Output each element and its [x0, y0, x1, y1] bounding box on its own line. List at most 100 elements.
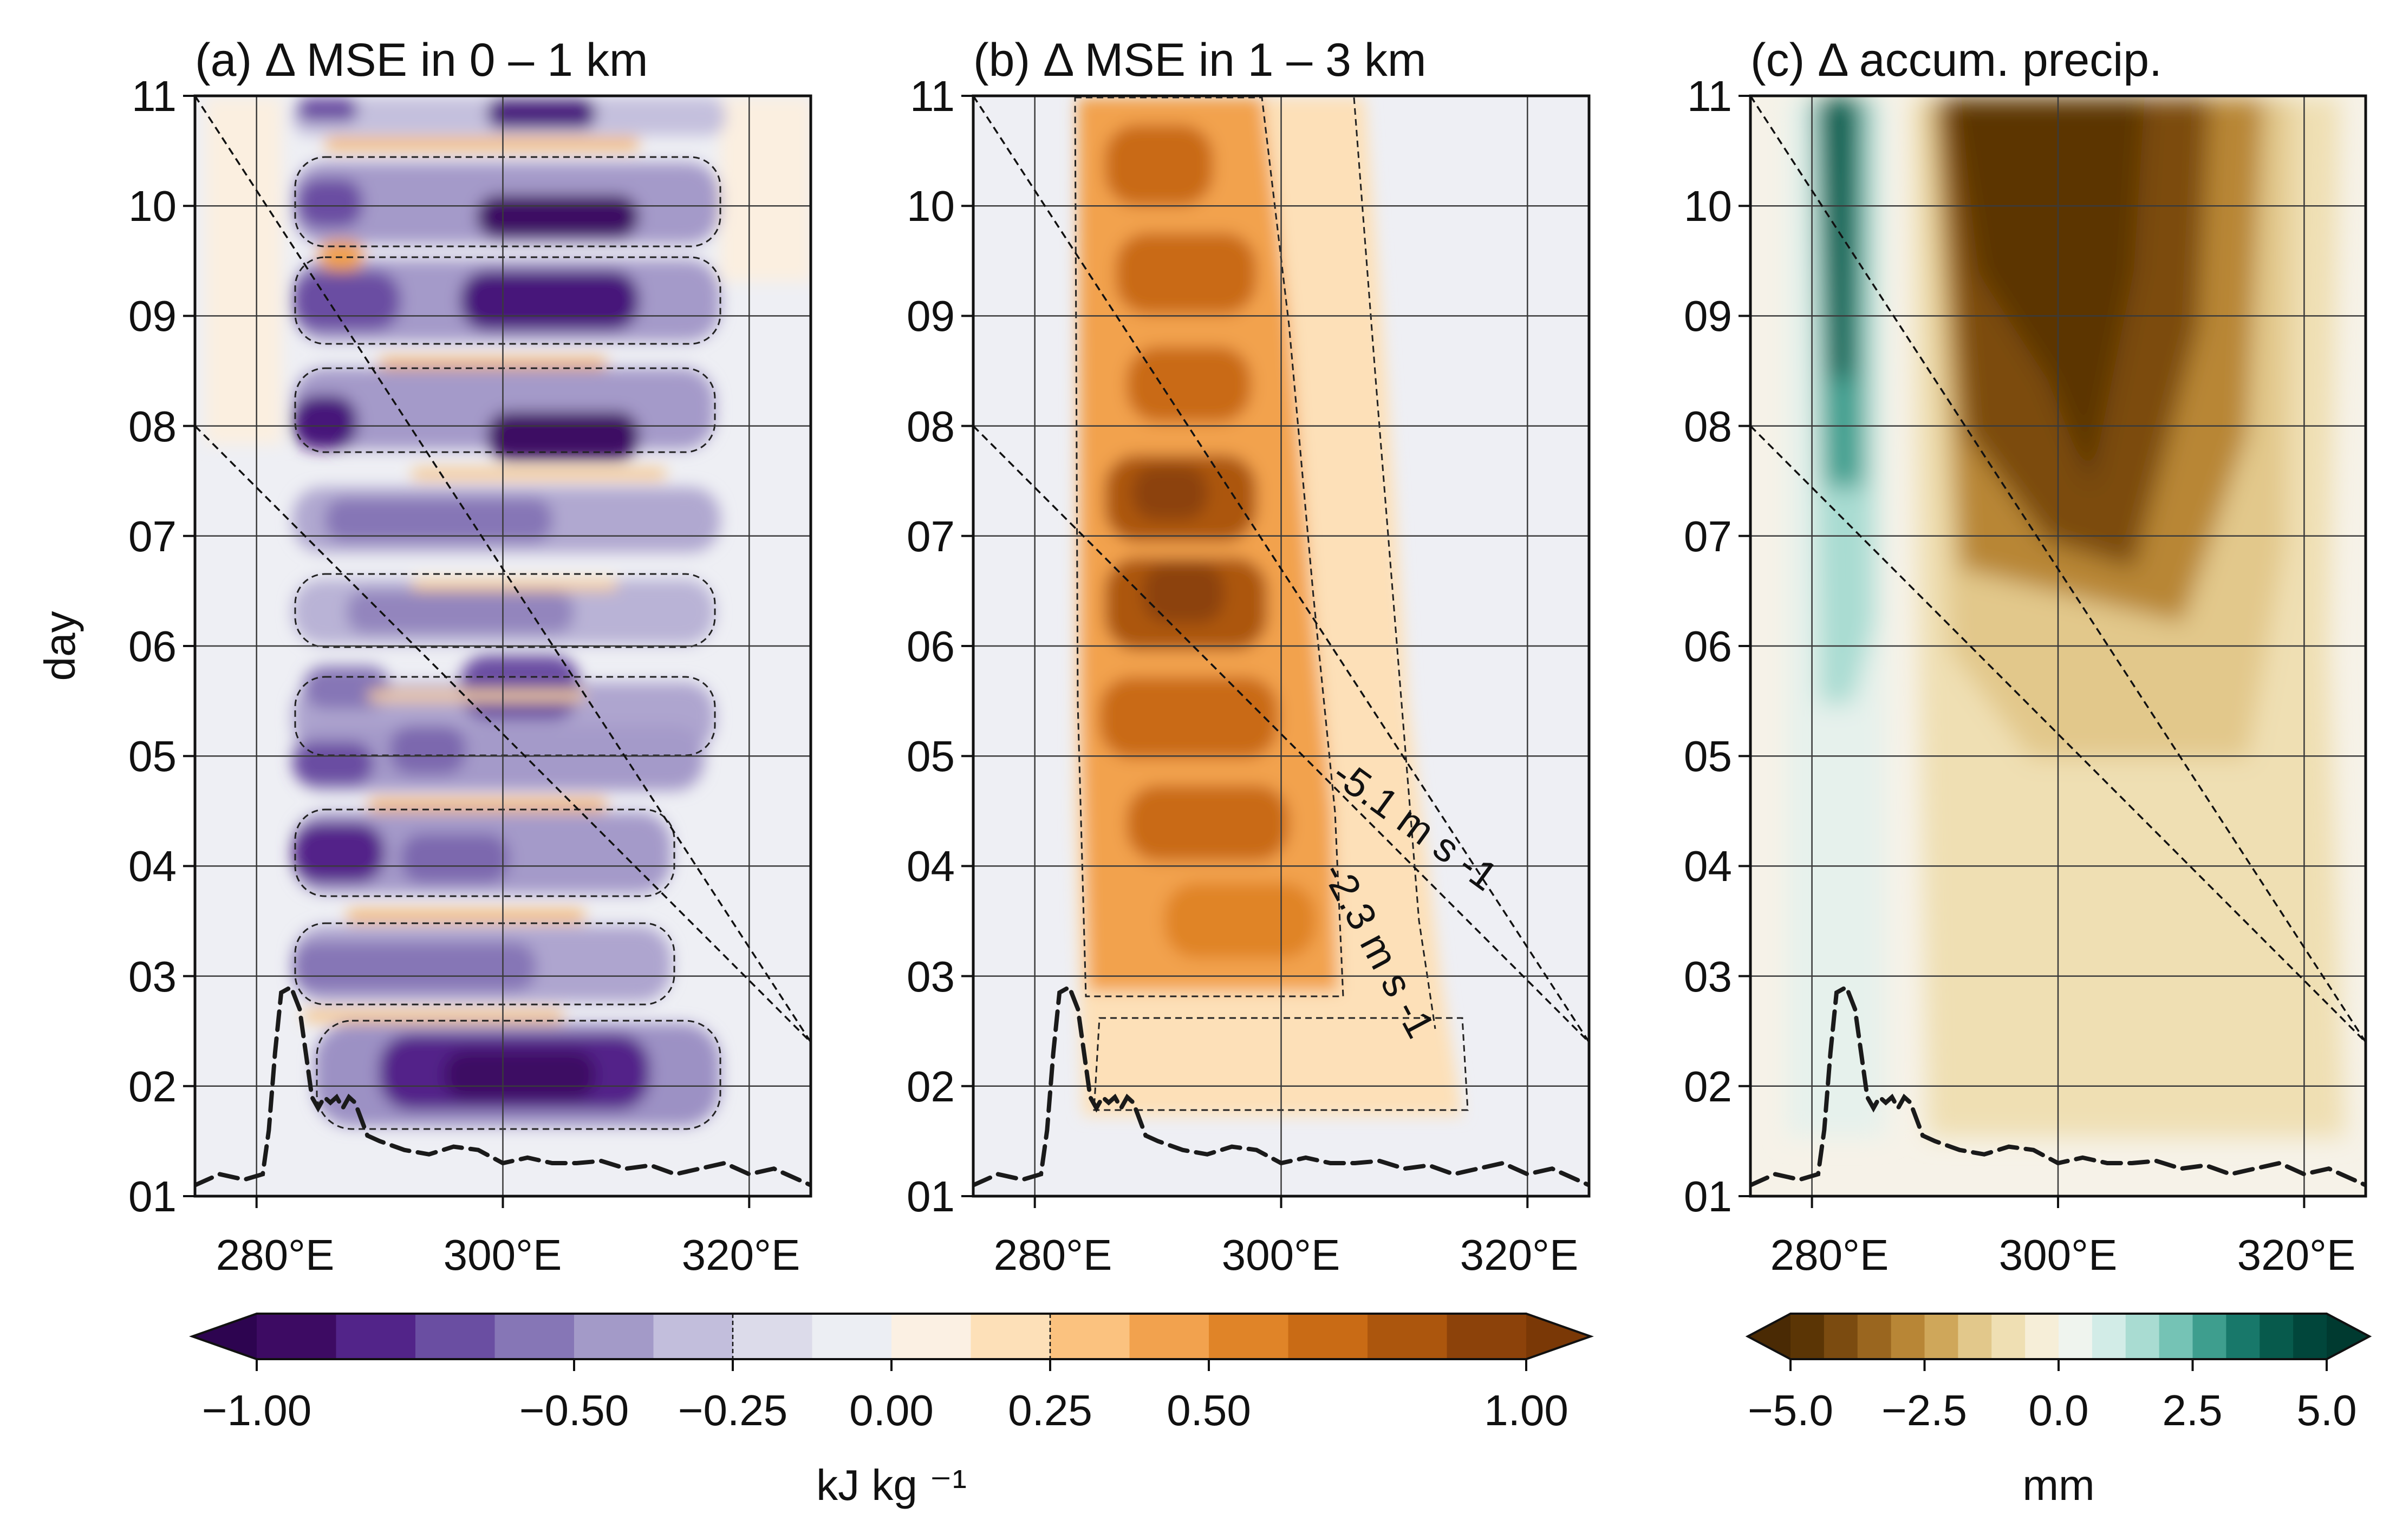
panel-c-negative-region [1950, 97, 2145, 487]
precip-colorbar-tick-label: −2.5 [1881, 1386, 1967, 1434]
panel-c-y-tick-label: 10 [1684, 182, 1732, 230]
panel-c-positive-region [1822, 97, 1855, 379]
mse-colorbar-tick-label: 1.00 [1484, 1386, 1568, 1434]
panel-a-band [292, 97, 726, 135]
mse-colorbar-over-arrow [1526, 1314, 1591, 1359]
panel-a-field-patch [206, 97, 282, 444]
panel-a-band-core [303, 666, 390, 709]
panel-b-ticks [961, 95, 1529, 1208]
cb-mse-cell [1447, 1314, 1527, 1359]
mse-colorbar-tick-label: 0.25 [1008, 1386, 1092, 1434]
mse-colorbar-tick-labels: −1.00 −0.50 −0.25 0.00 0.25 0.50 1.00 [202, 1386, 1568, 1434]
panel-a-band-core [487, 412, 639, 460]
panel-c-y-tick-labels: 01 02 03 04 05 06 07 08 09 10 11 [1684, 72, 1732, 1221]
panel-b-y-tick-label: 02 [907, 1062, 955, 1111]
panel-c-title: (c) Δ accum. precip. [1750, 34, 2162, 86]
panel-a-band [292, 487, 720, 552]
cb-precip-cell [2293, 1314, 2327, 1359]
panel-c-plot-area [1750, 96, 2366, 1196]
panel-c-y-tick-label: 01 [1684, 1172, 1732, 1221]
panel-a-contour [294, 156, 721, 247]
panel-a-band-core [347, 590, 574, 634]
panel-a-reference-line [195, 96, 811, 1043]
mse-colorbar-tick-label: 0.00 [849, 1386, 934, 1434]
cb-precip-cell [1791, 1314, 1825, 1359]
cb-mse-cell [415, 1314, 496, 1359]
panel-a-x-tick-label: 320°E [682, 1231, 800, 1279]
panel-a-band-core [292, 395, 357, 449]
panel-c-x-tick-label: 300°E [1999, 1231, 2118, 1279]
panel-b-contour [1093, 1017, 1469, 1111]
cb-precip-cell [2025, 1314, 2059, 1359]
panel-a-band-core [401, 834, 509, 883]
panel-b-y-tick-label: 05 [907, 732, 955, 780]
panel-a-band-core [292, 742, 374, 785]
panel-a-gridlines [195, 96, 811, 1196]
panel-a-band-core [444, 1050, 596, 1099]
panel-a-band-core [298, 97, 357, 122]
cb-precip-cell [1924, 1314, 1958, 1359]
panel-c-y-tick-label: 05 [1684, 732, 1732, 780]
panel-c-reference-line [1750, 425, 2366, 1043]
panel-b-y-tick-label: 06 [907, 622, 955, 670]
cb-precip-cell [2092, 1314, 2126, 1359]
panel-c-x-tick-label: 280°E [1770, 1231, 1889, 1279]
panel-a-positive-streak [320, 241, 363, 271]
mse-colorbar-tick-label: −0.25 [678, 1386, 787, 1434]
panel-b-field-region [1078, 97, 1338, 991]
mse-colorbar-tick-label: −1.00 [202, 1386, 311, 1434]
cb-mse-cell [494, 1314, 575, 1359]
panel-c: (c) Δ accum. precip. 280°E 300°E 3 [1684, 34, 2367, 1279]
panel-b-title: (b) Δ MSE in 1 – 3 km [973, 34, 1426, 86]
panel-c-field [1787, 97, 2345, 1137]
panel-a-y-tick-label: 07 [128, 512, 177, 560]
panel-a-positive-streak [412, 468, 666, 479]
panel-a-band-core [477, 195, 639, 238]
panel-b-cell [1127, 347, 1251, 422]
panel-a-band [292, 368, 715, 460]
panel-a-positive-streak [379, 357, 607, 368]
panel-a-contour [294, 573, 716, 648]
panel-b-cell [1105, 125, 1213, 206]
precip-colorbar: −5.0 −2.5 0.0 2.5 5.0 mm [1745, 1313, 2372, 1509]
panel-b-cell [1132, 466, 1208, 520]
cb-precip-cell [2192, 1314, 2226, 1359]
panel-a-ylabel: day [36, 611, 84, 681]
panel-b-reference-line [973, 425, 1589, 1043]
cb-mse-cell [971, 1314, 1051, 1359]
panel-a-y-tick-label: 04 [128, 842, 177, 890]
precip-colorbar-tick-labels: −5.0 −2.5 0.0 2.5 5.0 [1748, 1386, 2357, 1434]
cb-precip-cell [2059, 1314, 2093, 1359]
mse-colorbar-tick-label: 0.50 [1167, 1386, 1251, 1434]
panel-c-reference-line [1750, 96, 2366, 1043]
mse-colorbar-ticks [256, 1359, 1527, 1371]
panel-a-band-core [390, 726, 466, 774]
panel-b-y-tick-label: 07 [907, 512, 955, 560]
panel-c-y-tick-label: 02 [1684, 1062, 1732, 1111]
panel-a-y-tick-label: 03 [128, 952, 177, 1001]
panel-a-y-tick-label: 11 [132, 72, 177, 120]
panel-a-positive-streak [368, 690, 585, 701]
panel-a-y-tick-label: 01 [128, 1172, 177, 1221]
panel-a-band-core [460, 271, 639, 330]
panel-c-y-tick-label: 04 [1684, 842, 1732, 890]
panel-b-x-tick-labels: 280°E 300°E 320°E [994, 1231, 1579, 1279]
panel-c-y-tick-label: 08 [1684, 402, 1732, 451]
panel-c-y-tick-label: 09 [1684, 292, 1732, 340]
cb-mse-cell [1209, 1314, 1289, 1359]
panel-b-x-tick-label: 280°E [994, 1231, 1112, 1279]
precip-colorbar-ticks [1789, 1359, 2328, 1371]
panel-a-band-core [298, 179, 363, 227]
panel-a-band-core [292, 942, 536, 991]
panel-a-y-tick-label: 05 [128, 732, 177, 780]
precip-colorbar-tick-label: 0.0 [2028, 1386, 2088, 1434]
panel-a-ticks [183, 95, 751, 1208]
panel-b-x-tick-label: 320°E [1460, 1231, 1579, 1279]
precip-colorbar-tick-label: 2.5 [2162, 1386, 2222, 1434]
panel-a-band [292, 812, 672, 893]
panel-b-contour [1074, 96, 1344, 997]
panel-a-x-tick-label: 300°E [444, 1231, 562, 1279]
panel-a: (a) Δ MSE in 0 – 1 km day [36, 34, 812, 1279]
panel-b-cell [1143, 563, 1224, 623]
